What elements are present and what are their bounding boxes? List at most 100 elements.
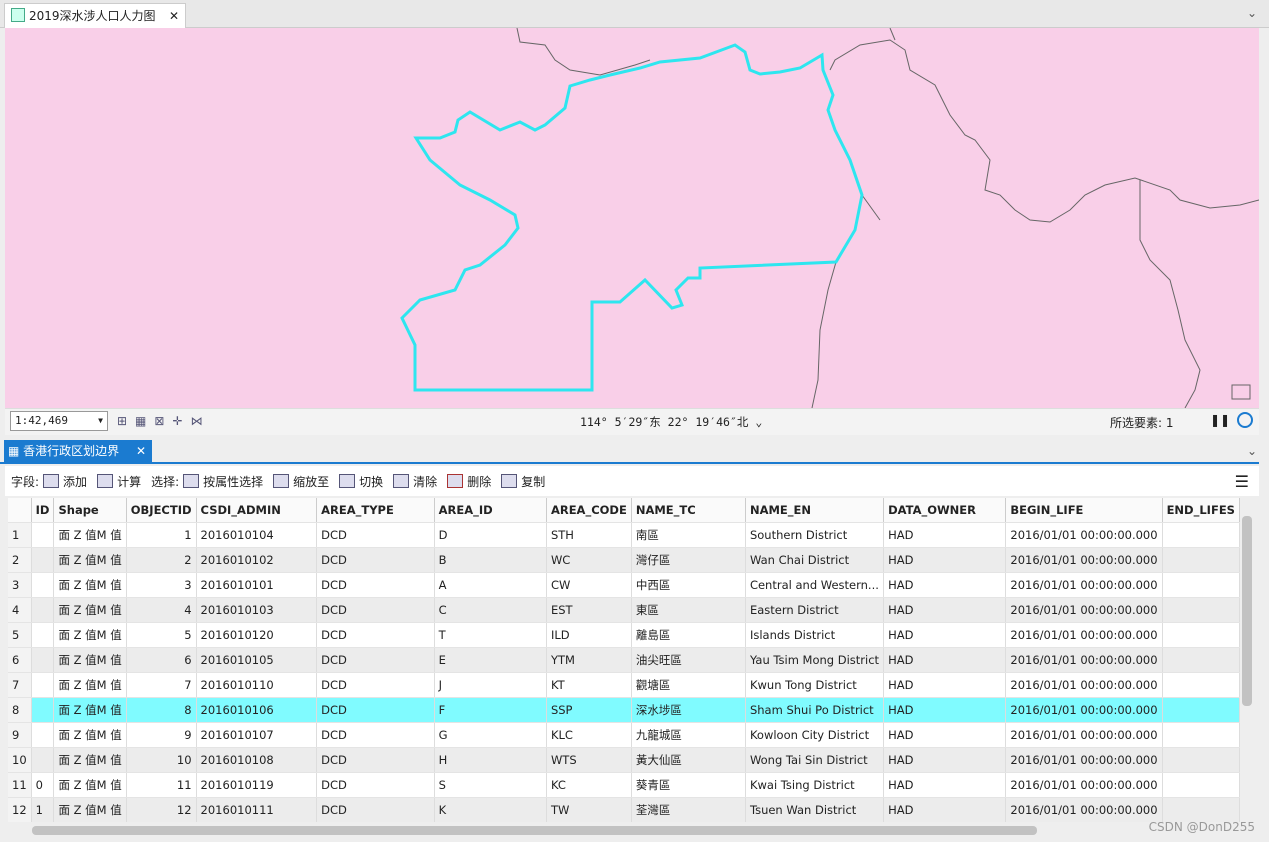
selected-count[interactable]: 所选要素: 1 xyxy=(1110,414,1174,431)
cell-area-id: D xyxy=(434,522,547,548)
cell-objectid: 1 xyxy=(126,522,197,548)
cell-begin: 2016/01/01 00:00:00.000 xyxy=(1005,797,1163,822)
clear-button[interactable]: 清除 xyxy=(393,473,437,490)
cell-n: 2 xyxy=(8,547,32,573)
delete-button[interactable]: 删除 xyxy=(447,473,491,490)
cell-type: DCD xyxy=(316,772,435,798)
cell-n: 8 xyxy=(8,697,32,723)
cell-area-id: F xyxy=(434,697,547,723)
column-header: CSDI_ADMIN xyxy=(196,498,318,523)
select-by-attributes-label: 按属性选择 xyxy=(203,474,264,489)
selected-district[interactable] xyxy=(400,43,864,392)
cell-code: ILD xyxy=(546,622,632,648)
cell-shape: 面 Z 值M 值 xyxy=(53,597,127,623)
column-header: BEGIN_LIFE xyxy=(1005,498,1163,523)
cell-shape: 面 Z 值M 值 xyxy=(53,572,127,598)
map-tab[interactable]: 2019深水涉人口人力图 ✕ xyxy=(4,3,186,28)
vertical-scrollbar[interactable] xyxy=(1242,516,1252,706)
cell-begin: 2016/01/01 00:00:00.000 xyxy=(1005,522,1163,548)
column-header: ID xyxy=(31,498,55,523)
table-row[interactable]: 10 面 Z 值M 值 10 2016010108 DCD H WTS 黃大仙區 Wong Ta… xyxy=(8,747,1240,773)
cell-objectid: 8 xyxy=(126,697,197,723)
switch-button[interactable]: 切换 xyxy=(339,473,383,490)
cell-id xyxy=(31,697,55,723)
refresh-icon[interactable] xyxy=(1237,412,1253,428)
add-label: 添加 xyxy=(63,474,88,489)
cell-area-id: H xyxy=(434,747,547,773)
cell-name-en: Kwai Tsing District xyxy=(745,772,885,798)
map-overview-icon[interactable] xyxy=(1231,384,1251,400)
select-by-attributes-button[interactable]: 按属性选择 xyxy=(183,473,263,490)
cell-code: STH xyxy=(546,522,632,548)
cell-type: DCD xyxy=(316,747,435,773)
status-icons[interactable]: ⊞▦⊠✛⋈ xyxy=(117,414,211,428)
dropdown[interactable]: ⌄ xyxy=(1246,444,1257,458)
calculate-button[interactable]: 计算 xyxy=(97,473,141,490)
column-header: AREA_TYPE xyxy=(316,498,435,523)
watermark: CSDN @DonD255 xyxy=(1148,820,1255,834)
cell-csdi: 2016010104 xyxy=(196,522,318,548)
boundaries xyxy=(516,28,1259,408)
switch-label: 切换 xyxy=(359,474,384,489)
cell-begin: 2016/01/01 00:00:00.000 xyxy=(1005,722,1163,748)
cell-code: WC xyxy=(546,547,632,573)
cell-owner: HAD xyxy=(883,797,1007,822)
cell-shape: 面 Z 值M 值 xyxy=(53,722,127,748)
clear-label: 清除 xyxy=(413,474,438,489)
cell-owner: HAD xyxy=(883,647,1007,673)
cell-csdi: 2016010107 xyxy=(196,722,318,748)
cell-n: 11 xyxy=(8,772,32,798)
cell-owner: HAD xyxy=(883,747,1007,773)
pause-icon[interactable]: ❚❚ xyxy=(1210,413,1231,427)
cell-objectid: 9 xyxy=(126,722,197,748)
coordinates-text: 114° 5′29″东 22° 19′46″北 xyxy=(580,415,749,429)
cell-name-tc: 灣仔區 xyxy=(631,547,746,573)
map-view[interactable] xyxy=(5,28,1259,408)
table-tab[interactable]: ▦ 香港行政区划边界 ✕ xyxy=(4,440,152,462)
cell-id xyxy=(31,547,55,573)
cell-area-id: S xyxy=(434,772,547,798)
cell-end xyxy=(1162,647,1240,673)
cell-id xyxy=(31,572,55,598)
cell-objectid: 10 xyxy=(126,747,197,773)
cell-name-tc: 九龍城區 xyxy=(631,722,746,748)
zoom-to-button[interactable]: 缩放至 xyxy=(273,473,329,490)
table-row[interactable]: 12 1 面 Z 值M 值 12 2016010111 DCD K TW 荃灣區 Tsuen Wa… xyxy=(8,797,1240,822)
cell-name-en: Kwun Tong District xyxy=(745,672,885,698)
cell-shape: 面 Z 值M 值 xyxy=(53,772,127,798)
cell-owner: HAD xyxy=(883,672,1007,698)
cell-id xyxy=(31,522,55,548)
column-header: END_LIFES xyxy=(1162,498,1240,523)
cell-objectid: 3 xyxy=(126,572,197,598)
dropdown[interactable]: ⌄ xyxy=(1246,6,1257,20)
column-header: AREA_CODE xyxy=(546,498,632,523)
cell-n: 9 xyxy=(8,722,32,748)
close-icon[interactable]: ✕ xyxy=(168,9,179,23)
cell-begin: 2016/01/01 00:00:00.000 xyxy=(1005,572,1163,598)
scale-box[interactable]: 1:42,469 ▼ xyxy=(10,411,108,431)
cell-owner: HAD xyxy=(883,572,1007,598)
horizontal-scrollbar[interactable] xyxy=(32,826,1037,835)
cell-type: DCD xyxy=(316,647,435,673)
cell-shape: 面 Z 值M 值 xyxy=(53,647,127,673)
copy-button[interactable]: 复制 xyxy=(501,473,545,490)
close-icon[interactable]: ✕ xyxy=(135,444,146,458)
table-row[interactable]: 11 0 面 Z 值M 值 11 2016010119 DCD S KC 葵青區 Kwai Tsi… xyxy=(8,772,1240,798)
menu-icon[interactable]: ☰ xyxy=(1234,471,1249,491)
cell-code: KLC xyxy=(546,722,632,748)
cell-area-id: A xyxy=(434,572,547,598)
add-button[interactable]: 添加 xyxy=(43,473,87,490)
cell-begin: 2016/01/01 00:00:00.000 xyxy=(1005,597,1163,623)
cell-n: 7 xyxy=(8,672,32,698)
